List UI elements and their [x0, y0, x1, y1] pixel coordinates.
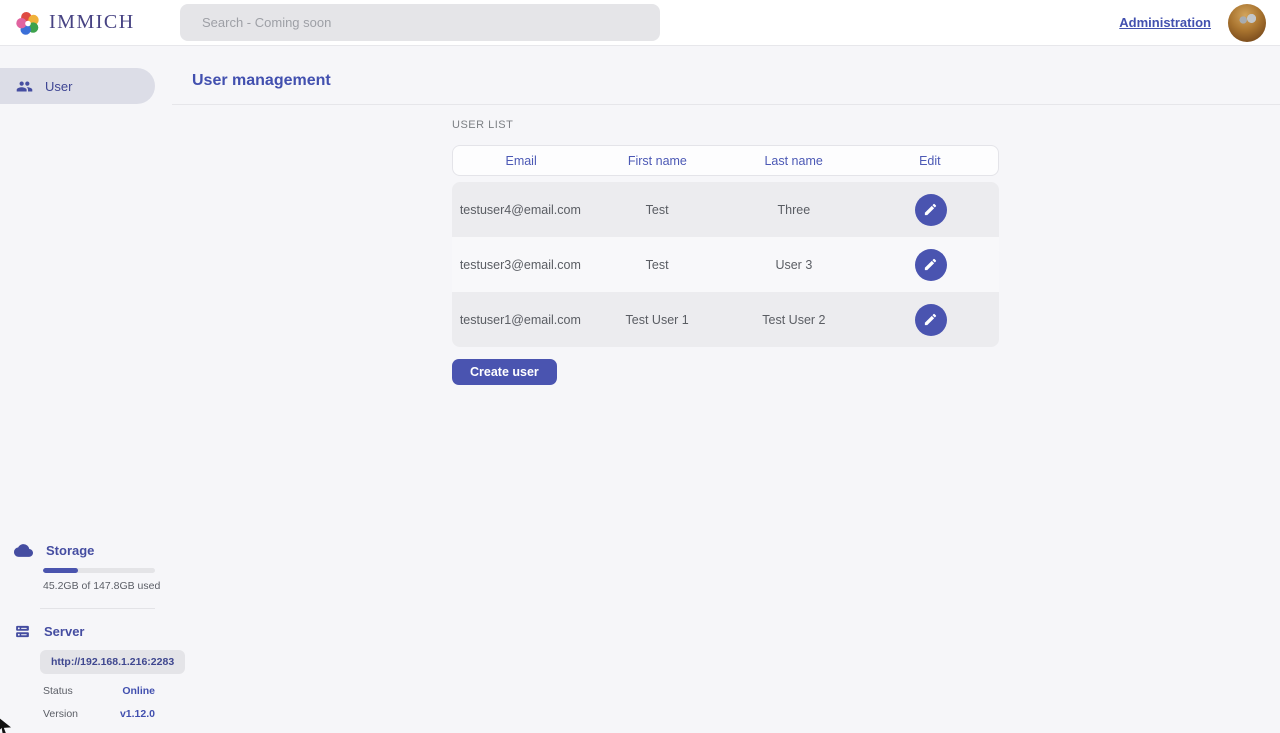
server-version-row: Version v1.12.0 — [43, 708, 155, 720]
main-panel: User management USER LIST Email First na… — [172, 46, 1280, 730]
status-label: Status — [43, 685, 73, 697]
edit-user-button[interactable] — [914, 303, 947, 336]
table-header-row: Email First name Last name Edit — [452, 145, 999, 176]
column-header-last-name: Last name — [764, 153, 823, 168]
pencil-icon — [923, 202, 938, 217]
status-value: Online — [122, 685, 155, 697]
storage-usage-text: 45.2GB of 147.8GB used — [43, 580, 161, 592]
server-title: Server — [44, 624, 85, 639]
pencil-icon — [923, 312, 938, 327]
column-header-edit: Edit — [919, 153, 941, 168]
server-icon — [14, 623, 31, 640]
administration-link[interactable]: Administration — [1119, 15, 1211, 30]
page-title-bar: User management — [172, 46, 1280, 105]
cloud-icon — [14, 541, 33, 560]
user-table: Email First name Last name Edit testuser… — [452, 145, 999, 347]
search-input[interactable] — [180, 4, 660, 41]
page-title: User management — [192, 72, 331, 89]
immich-logo: IMMICH — [14, 9, 180, 37]
logo-wordmark: IMMICH — [49, 11, 135, 33]
cell-email: testuser4@email.com — [459, 202, 581, 217]
cell-last-name: User 3 — [775, 257, 813, 272]
sidebar-item-label: User — [45, 78, 73, 94]
storage-progress-fill — [43, 568, 78, 573]
sidebar-divider — [40, 608, 155, 609]
user-avatar[interactable] — [1228, 3, 1266, 42]
edit-user-button[interactable] — [914, 193, 947, 226]
storage-progress-bar — [43, 568, 155, 573]
cell-email: testuser3@email.com — [459, 257, 581, 272]
cell-first-name: Test — [645, 257, 669, 272]
user-list-label: USER LIST — [452, 119, 514, 131]
server-url-badge: http://192.168.1.216:2283 — [40, 650, 186, 674]
pencil-icon — [923, 257, 938, 272]
sidebar-item-user[interactable]: User — [0, 68, 155, 104]
column-header-first-name: First name — [627, 153, 687, 168]
cell-last-name: Three — [777, 202, 811, 217]
cell-last-name: Test User 2 — [762, 312, 826, 327]
version-label: Version — [43, 708, 79, 720]
cell-email: testuser1@email.com — [459, 312, 581, 327]
cell-first-name: Test User 1 — [625, 312, 689, 327]
mouse-cursor — [0, 717, 11, 733]
users-icon — [16, 78, 33, 95]
app-header: IMMICH Administration — [0, 0, 1280, 46]
admin-sidebar: User Storage 45.2GB of 147.8GB used — [0, 46, 186, 730]
cell-first-name: Test — [645, 202, 669, 217]
table-row: testuser1@email.com Test User 1 Test Use… — [452, 292, 999, 347]
immich-flower-icon — [14, 9, 42, 37]
create-user-button[interactable]: Create user — [452, 359, 557, 385]
table-row: testuser4@email.com Test Three — [452, 182, 999, 237]
table-row: testuser3@email.com Test User 3 — [452, 237, 999, 292]
column-header-email: Email — [505, 153, 537, 168]
storage-title: Storage — [46, 543, 95, 558]
edit-user-button[interactable] — [914, 248, 947, 281]
version-value: v1.12.0 — [119, 708, 155, 720]
server-status-row: Status Online — [43, 685, 155, 697]
